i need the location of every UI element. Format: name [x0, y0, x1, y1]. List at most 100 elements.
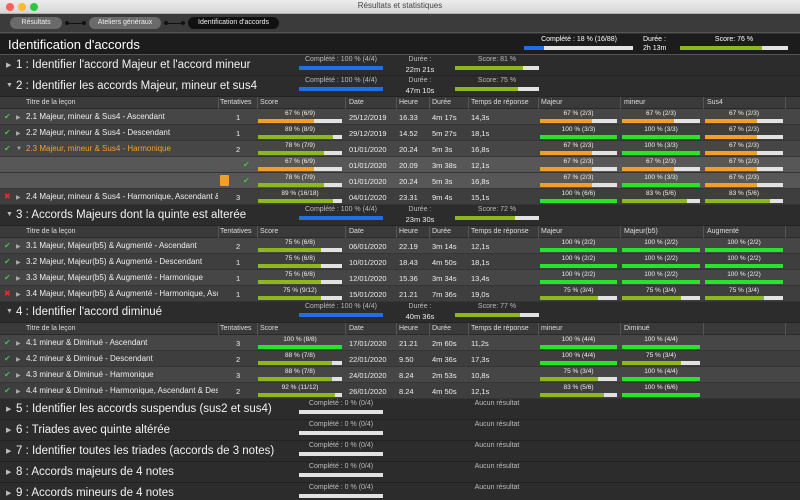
column-header-skill[interactable]: Majeur [541, 99, 563, 106]
lesson-title[interactable]: 4.1 mineur & Diminué - Ascendant [26, 338, 148, 347]
column-header-skill[interactable]: Augmenté [707, 228, 739, 235]
section-header[interactable]: ▼ 4 : Identifier l'accord diminué Complété… [0, 302, 800, 323]
column-separator [257, 323, 258, 335]
minimize-window-button[interactable] [18, 3, 26, 11]
disclosure-collapsed-icon[interactable]: ▶ [6, 448, 12, 455]
disclosure-collapsed-icon[interactable]: ▶ [16, 276, 21, 282]
skill-score-bar [622, 135, 700, 139]
column-header-skill[interactable]: mineur [624, 99, 646, 106]
column-header-score[interactable]: Score [260, 228, 279, 235]
column-header-response[interactable]: Temps de réponse [471, 325, 529, 332]
lesson-row[interactable]: ✔ ▶ 4.4 mineur & Diminué - Harmonique, Asc… [0, 383, 800, 399]
section-header[interactable]: ▼ 2 : Identifier les accords Majeur, mine… [0, 76, 800, 97]
disclosure-collapsed-icon[interactable]: ▶ [16, 373, 21, 379]
column-header-skill[interactable]: Majeur(b5) [624, 228, 658, 235]
section-header[interactable]: ▼ 3 : Accords Majeurs dont la quinte est … [0, 205, 800, 226]
lesson-title[interactable]: 3.2 Majeur, Majeur(b5) & Augmenté - Desc… [26, 257, 203, 266]
zoom-window-button[interactable] [30, 3, 38, 11]
column-header-date[interactable]: Date [349, 228, 364, 235]
disclosure-collapsed-icon[interactable]: ▶ [6, 469, 12, 476]
disclosure-expanded-icon[interactable]: ▼ [6, 82, 13, 89]
lesson-row[interactable]: ✖ ▶ 3.4 Majeur, Majeur(b5) & Augmenté - Ha… [0, 286, 800, 302]
column-header-attempts[interactable]: Tentatives [220, 228, 252, 235]
column-header-response[interactable]: Temps de réponse [471, 99, 529, 106]
column-header-date[interactable]: Date [349, 325, 364, 332]
breadcrumb-results[interactable]: Résultats [10, 17, 62, 29]
column-header-skill[interactable]: mineur [541, 325, 563, 332]
column-header-attempts[interactable]: Tentatives [220, 99, 252, 106]
disclosure-collapsed-icon[interactable]: ▶ [16, 292, 21, 298]
lesson-title[interactable]: 3.4 Majeur, Majeur(b5) & Augmenté - Harm… [26, 289, 218, 298]
section-header[interactable]: ▶ 1 : Identifier l'accord Majeur et l'acc… [0, 55, 800, 76]
breadcrumb-workshops[interactable]: Ateliers généraux [89, 17, 161, 29]
column-separator [703, 226, 704, 238]
lesson-row[interactable]: ✔ ▶ 4.3 mineur & Diminué - Harmonique 3 88 %… [0, 367, 800, 383]
section-header[interactable]: ▶ 6 : Triades avec quinte altérée Complété… [0, 420, 800, 441]
lesson-row[interactable]: ✔ ▶ 3.3 Majeur, Majeur(b5) & Augmenté - Ha… [0, 270, 800, 286]
close-window-button[interactable] [6, 3, 14, 11]
column-header-time[interactable]: Heure [399, 325, 419, 332]
column-header-skill[interactable]: Sus4 [707, 99, 723, 106]
skill-score-bar [705, 199, 783, 203]
column-header-date[interactable]: Date [349, 99, 364, 106]
disclosure-expanded-icon[interactable]: ▼ [16, 146, 22, 152]
lesson-row[interactable]: ✔ ▶ 4.2 mineur & Diminué - Descendant 2 88 %… [0, 351, 800, 367]
column-header-score[interactable]: Score [260, 99, 279, 106]
lesson-title[interactable]: 3.3 Majeur, Majeur(b5) & Augmenté - Harm… [26, 273, 203, 282]
disclosure-collapsed-icon[interactable]: ▶ [16, 389, 21, 395]
disclosure-expanded-icon[interactable]: ▼ [6, 211, 13, 218]
disclosure-collapsed-icon[interactable]: ▶ [6, 406, 12, 413]
disclosure-collapsed-icon[interactable]: ▶ [6, 490, 12, 497]
column-header-time[interactable]: Heure [399, 99, 419, 106]
column-header-attempts[interactable]: Tentatives [220, 325, 252, 332]
column-header-duration[interactable]: Durée [432, 325, 452, 332]
section-header[interactable]: ▶ 9 : Accords mineurs de 4 notes Complété … [0, 483, 800, 500]
duration-cell: 3m 38s [432, 161, 457, 170]
disclosure-collapsed-icon[interactable]: ▶ [16, 115, 21, 121]
disclosure-collapsed-icon[interactable]: ▶ [16, 357, 21, 363]
attempt-row[interactable]: ✔ 67 % (6/9) 01/01/2020 20.09 3m 38s 12,1s 67 … [0, 157, 800, 173]
results-list[interactable]: ▶ 1 : Identifier l'accord Majeur et l'acc… [0, 55, 800, 500]
lesson-title[interactable]: 4.2 mineur & Diminué - Descendant [26, 354, 153, 363]
column-header-skill[interactable]: Diminué [624, 325, 650, 332]
lesson-title[interactable]: 4.3 mineur & Diminué - Harmonique [26, 370, 154, 379]
lesson-row[interactable]: ✔ ▶ 2.2 Majeur, mineur & Sus4 - Descendant… [0, 125, 800, 141]
section-header[interactable]: ▶ 5 : Identifier les accords suspendus (s… [0, 399, 800, 420]
column-header-score[interactable]: Score [260, 325, 279, 332]
disclosure-collapsed-icon[interactable]: ▶ [6, 62, 12, 69]
lesson-title[interactable]: 2.2 Majeur, mineur & Sus4 - Descendant [26, 128, 171, 137]
disclosure-collapsed-icon[interactable]: ▶ [16, 260, 21, 266]
breadcrumb-current[interactable]: Identification d'accords [188, 17, 279, 29]
lesson-row[interactable]: ✔ ▼ 2.3 Majeur, mineur & Sus4 - Harmonique… [0, 141, 800, 157]
lesson-row[interactable]: ✔ ▶ 3.2 Majeur, Majeur(b5) & Augmenté - De… [0, 254, 800, 270]
column-header-skill[interactable]: Majeur [541, 228, 563, 235]
score-bar [258, 264, 342, 268]
attempt-row[interactable]: ✔ 78 % (7/9) 01/01/2020 20.24 5m 3s 16,8s 67 %… [0, 173, 800, 189]
lesson-title[interactable]: 4.4 mineur & Diminué - Harmonique, Ascen… [26, 386, 218, 395]
column-header-duration[interactable]: Durée [432, 99, 452, 106]
lesson-row[interactable]: ✔ ▶ 4.1 mineur & Diminué - Ascendant 3 100 %… [0, 335, 800, 351]
disclosure-collapsed-icon[interactable]: ▶ [6, 427, 12, 434]
lesson-title[interactable]: 3.1 Majeur, Majeur(b5) & Augmenté - Asce… [26, 241, 197, 250]
disclosure-collapsed-icon[interactable]: ▶ [16, 244, 21, 250]
lesson-row[interactable]: ✔ ▶ 3.1 Majeur, Majeur(b5) & Augmenté - As… [0, 238, 800, 254]
section-header[interactable]: ▶ 7 : Identifier toutes les triades (acco… [0, 441, 800, 462]
disclosure-collapsed-icon[interactable]: ▶ [16, 131, 21, 137]
column-header-title[interactable]: Titre de la leçon [26, 325, 76, 332]
column-header-title[interactable]: Titre de la leçon [26, 99, 76, 106]
section-header[interactable]: ▶ 8 : Accords majeurs de 4 notes Complété … [0, 462, 800, 483]
lesson-title[interactable]: 2.4 Majeur, mineur & Sus4 - Harmonique, … [26, 192, 218, 201]
response-time-cell: 18,1s [471, 258, 490, 267]
disclosure-collapsed-icon[interactable]: ▶ [16, 195, 21, 201]
lesson-title[interactable]: 2.1 Majeur, mineur & Sus4 - Ascendant [26, 112, 165, 121]
column-header-response[interactable]: Temps de réponse [471, 228, 529, 235]
column-header-time[interactable]: Heure [399, 228, 419, 235]
skill-score-bar [705, 264, 783, 268]
lesson-row[interactable]: ✔ ▶ 2.1 Majeur, mineur & Sus4 - Ascendant 1… [0, 109, 800, 125]
disclosure-collapsed-icon[interactable]: ▶ [16, 341, 21, 347]
column-header-title[interactable]: Titre de la leçon [26, 228, 76, 235]
disclosure-expanded-icon[interactable]: ▼ [6, 308, 13, 315]
column-header-duration[interactable]: Durée [432, 228, 452, 235]
lesson-title[interactable]: 2.3 Majeur, mineur & Sus4 - Harmonique [26, 144, 171, 153]
lesson-row[interactable]: ✖ ▶ 2.4 Majeur, mineur & Sus4 - Harmonique… [0, 189, 800, 205]
